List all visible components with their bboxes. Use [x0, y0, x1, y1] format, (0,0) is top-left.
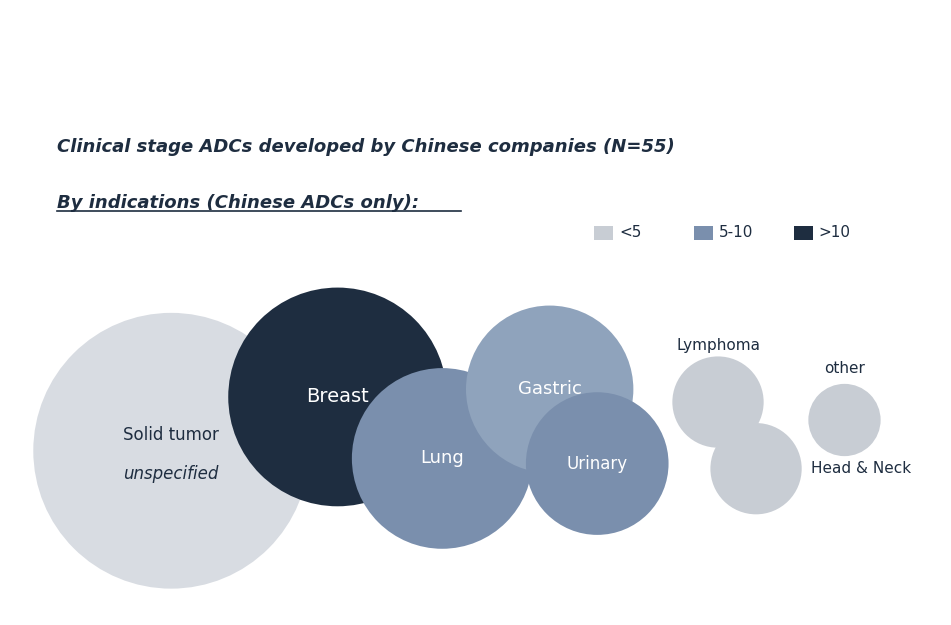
Text: Gastric: Gastric: [517, 380, 582, 398]
Text: 5-10: 5-10: [719, 226, 753, 241]
Text: <5: <5: [619, 226, 642, 241]
FancyBboxPatch shape: [794, 226, 813, 239]
Ellipse shape: [228, 288, 447, 506]
Ellipse shape: [710, 423, 802, 514]
Ellipse shape: [672, 356, 764, 447]
Ellipse shape: [466, 306, 633, 473]
Ellipse shape: [526, 392, 669, 535]
Text: >10: >10: [819, 226, 851, 241]
Ellipse shape: [33, 313, 309, 589]
Text: other: other: [825, 361, 864, 376]
FancyBboxPatch shape: [694, 226, 713, 239]
Ellipse shape: [808, 384, 881, 456]
Text: Clinical stage ADCs developed by Chinese companies (N=55): Clinical stage ADCs developed by Chinese…: [57, 138, 675, 156]
Text: Lymphoma: Lymphoma: [676, 338, 760, 353]
Ellipse shape: [352, 368, 533, 549]
Text: By indications (Chinese ADCs only):: By indications (Chinese ADCs only):: [57, 194, 419, 213]
Text: Breast, lung, gastric and urinary cancers are the focus: Breast, lung, gastric and urinary cancer…: [68, 43, 883, 69]
Text: Urinary: Urinary: [567, 454, 628, 472]
Text: Lung: Lung: [420, 449, 464, 468]
FancyBboxPatch shape: [594, 226, 613, 239]
Text: unspecified: unspecified: [124, 465, 219, 482]
Text: Head & Neck: Head & Neck: [811, 461, 911, 476]
Text: Solid tumor: Solid tumor: [124, 426, 219, 444]
Text: Breast: Breast: [306, 388, 369, 406]
